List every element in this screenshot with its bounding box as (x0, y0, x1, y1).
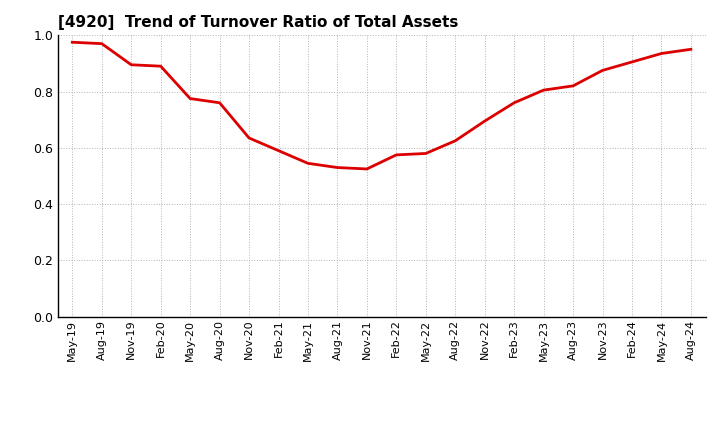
Text: [4920]  Trend of Turnover Ratio of Total Assets: [4920] Trend of Turnover Ratio of Total … (58, 15, 458, 30)
